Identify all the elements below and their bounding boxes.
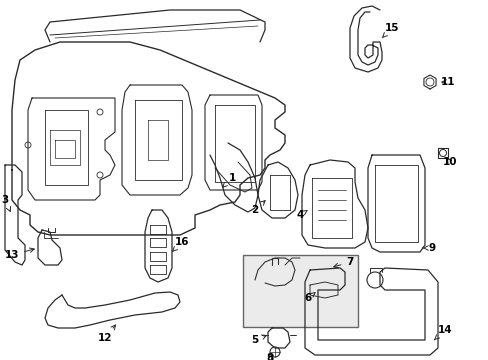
- Text: 1: 1: [223, 173, 235, 187]
- Text: 9: 9: [422, 243, 435, 253]
- Text: 15: 15: [382, 23, 398, 38]
- Text: 6: 6: [304, 293, 314, 303]
- Bar: [243, 255, 357, 327]
- Text: 12: 12: [98, 325, 115, 343]
- Text: 5: 5: [251, 335, 266, 345]
- Text: 10: 10: [442, 157, 456, 167]
- Text: 8: 8: [266, 353, 273, 360]
- Text: 11: 11: [440, 77, 454, 87]
- Text: 4: 4: [296, 210, 306, 220]
- Text: 14: 14: [433, 325, 451, 340]
- Text: 7: 7: [333, 257, 353, 268]
- Text: 16: 16: [172, 237, 189, 252]
- Text: 13: 13: [5, 248, 34, 260]
- Text: 2: 2: [251, 201, 264, 215]
- Text: 3: 3: [1, 195, 10, 211]
